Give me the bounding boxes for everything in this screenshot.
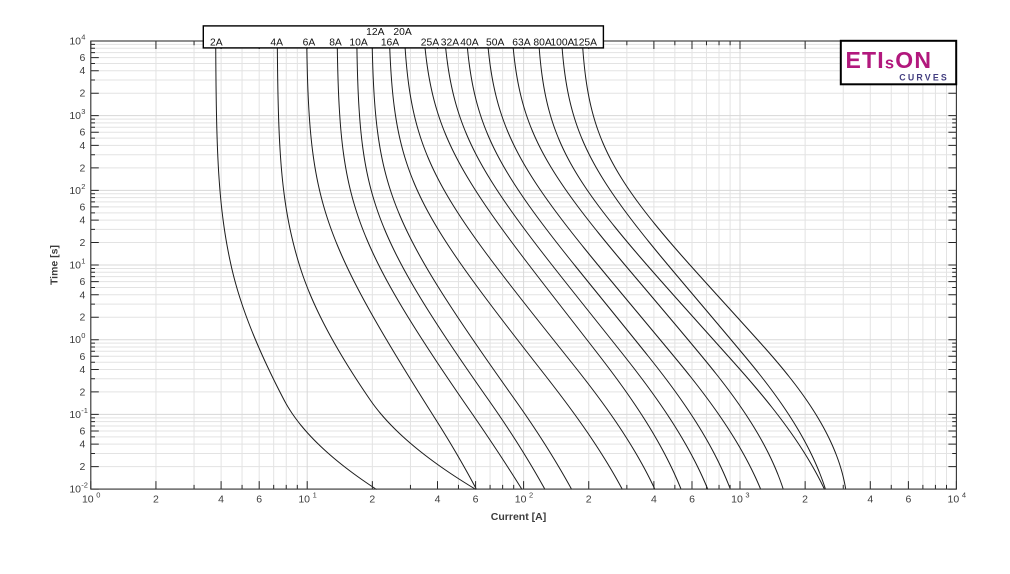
svg-text:1: 1 xyxy=(313,491,317,500)
svg-text:6: 6 xyxy=(79,52,85,64)
svg-text:3: 3 xyxy=(745,491,749,500)
svg-text:2: 2 xyxy=(369,494,375,506)
svg-text:10: 10 xyxy=(69,484,81,496)
svg-text:40A: 40A xyxy=(460,38,478,49)
svg-text:10: 10 xyxy=(69,185,81,197)
svg-text:4: 4 xyxy=(79,439,85,451)
svg-text:50A: 50A xyxy=(486,38,504,49)
svg-text:2: 2 xyxy=(586,494,592,506)
svg-text:80A: 80A xyxy=(533,38,551,49)
svg-text:12A: 12A xyxy=(366,27,384,38)
svg-text:2A: 2A xyxy=(210,38,223,49)
svg-text:3: 3 xyxy=(81,107,85,116)
svg-text:6: 6 xyxy=(79,276,85,288)
svg-text:6: 6 xyxy=(79,426,85,438)
svg-text:10: 10 xyxy=(69,260,81,272)
svg-text:-2: -2 xyxy=(81,481,88,490)
svg-text:6: 6 xyxy=(905,494,911,506)
svg-text:CURVES: CURVES xyxy=(899,73,949,83)
svg-text:4: 4 xyxy=(651,494,657,506)
svg-text:63A: 63A xyxy=(512,38,530,49)
svg-text:6: 6 xyxy=(473,494,479,506)
svg-text:4: 4 xyxy=(79,364,85,376)
svg-text:2: 2 xyxy=(79,162,85,174)
svg-text:6A: 6A xyxy=(303,38,316,49)
svg-text:2: 2 xyxy=(81,182,85,191)
svg-text:4A: 4A xyxy=(270,38,283,49)
svg-text:2: 2 xyxy=(79,88,85,100)
svg-text:10: 10 xyxy=(69,36,81,48)
svg-text:8A: 8A xyxy=(329,38,342,49)
svg-text:2: 2 xyxy=(153,494,159,506)
svg-text:4: 4 xyxy=(79,289,85,301)
svg-text:10: 10 xyxy=(69,110,81,122)
svg-text:6: 6 xyxy=(79,201,85,213)
svg-text:2: 2 xyxy=(79,461,85,473)
svg-text:10: 10 xyxy=(731,494,743,506)
svg-text:4: 4 xyxy=(79,140,85,152)
svg-text:100A: 100A xyxy=(550,38,574,49)
svg-text:16A: 16A xyxy=(381,38,399,49)
svg-text:Current [A]: Current [A] xyxy=(491,511,546,523)
svg-text:4: 4 xyxy=(79,65,85,77)
svg-text:10: 10 xyxy=(69,334,81,346)
svg-text:0: 0 xyxy=(81,331,85,340)
svg-text:10: 10 xyxy=(948,494,960,506)
svg-text:2: 2 xyxy=(79,312,85,324)
svg-text:Time [s]: Time [s] xyxy=(49,245,61,285)
svg-text:4: 4 xyxy=(218,494,224,506)
svg-text:-1: -1 xyxy=(81,406,88,415)
svg-text:4: 4 xyxy=(435,494,441,506)
svg-text:10: 10 xyxy=(298,494,310,506)
svg-text:2: 2 xyxy=(79,386,85,398)
svg-text:10A: 10A xyxy=(349,38,367,49)
svg-text:20A: 20A xyxy=(393,27,411,38)
svg-text:6: 6 xyxy=(79,351,85,363)
svg-text:0: 0 xyxy=(96,491,100,500)
svg-text:4: 4 xyxy=(79,215,85,227)
svg-text:2: 2 xyxy=(79,237,85,249)
svg-text:2: 2 xyxy=(802,494,808,506)
svg-text:4: 4 xyxy=(81,33,85,42)
svg-text:10: 10 xyxy=(82,494,94,506)
svg-text:10: 10 xyxy=(515,494,527,506)
svg-text:4: 4 xyxy=(962,491,966,500)
svg-text:1: 1 xyxy=(81,257,85,266)
svg-text:6: 6 xyxy=(689,494,695,506)
svg-text:32A: 32A xyxy=(441,38,459,49)
svg-text:6: 6 xyxy=(256,494,262,506)
svg-text:4: 4 xyxy=(867,494,873,506)
svg-text:10: 10 xyxy=(69,409,81,421)
svg-text:25A: 25A xyxy=(421,38,439,49)
svg-text:6: 6 xyxy=(79,127,85,139)
svg-text:125A: 125A xyxy=(573,38,597,49)
svg-text:2: 2 xyxy=(529,491,533,500)
